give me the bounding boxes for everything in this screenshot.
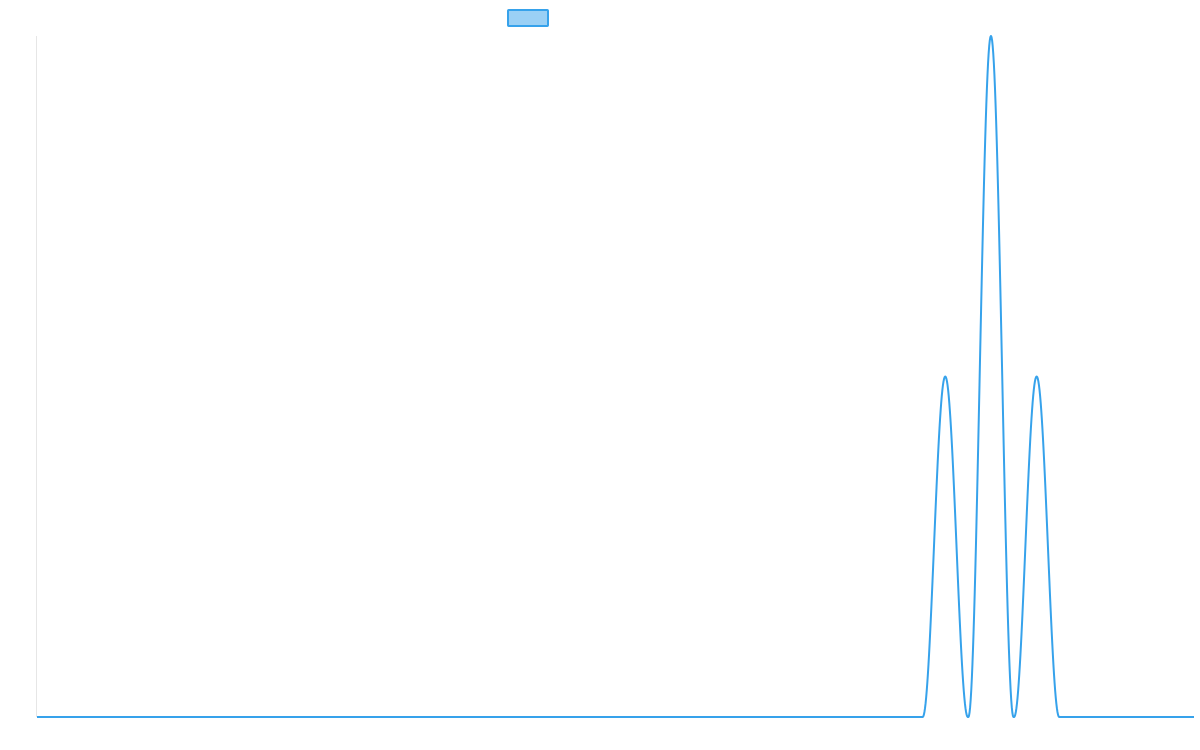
legend-swatch[interactable]: [507, 9, 549, 27]
series-layer: [36, 35, 1195, 718]
legend[interactable]: [507, 9, 549, 27]
series-line: [36, 35, 1195, 718]
